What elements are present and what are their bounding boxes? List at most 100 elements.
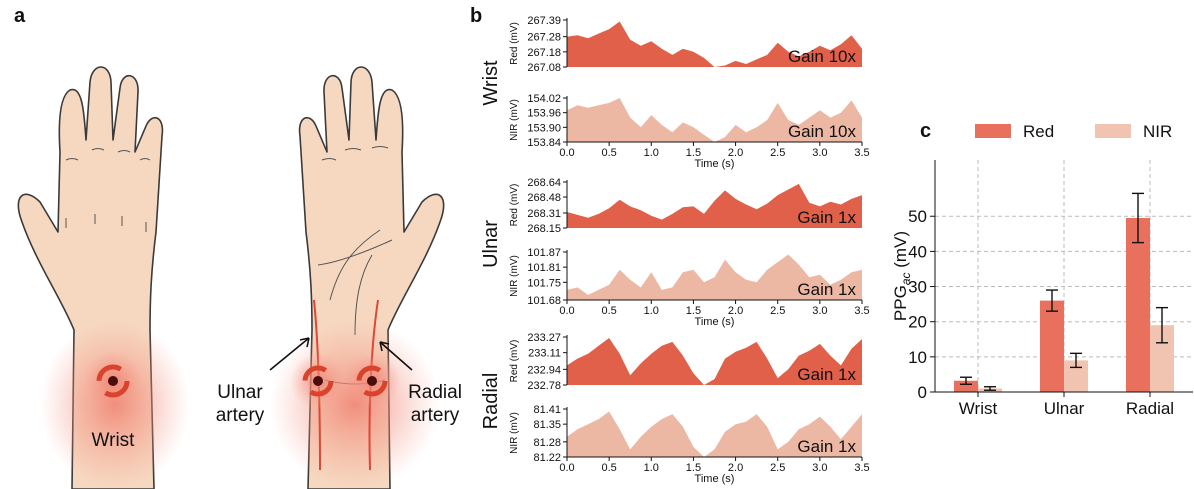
- x-tick-label: 0.0: [559, 462, 574, 474]
- arrow: [269, 337, 310, 371]
- row-label: Ulnar: [480, 220, 502, 268]
- y-tick-label: 20: [908, 313, 927, 332]
- y-tick-label: 10: [908, 348, 927, 367]
- y-tick-label: 81.22: [533, 452, 561, 464]
- sensor: [356, 365, 388, 397]
- right-hand: Ulnar artery Radial artery: [216, 66, 462, 489]
- x-tick-label: 3.0: [812, 462, 827, 474]
- x-axis-label: Time (s): [695, 316, 735, 328]
- x-tick-label: 0.5: [601, 462, 616, 474]
- y-tick-label: 0: [918, 383, 927, 402]
- error-bar: [1132, 192, 1144, 244]
- panel-label: c: [920, 120, 931, 142]
- legend-swatch: [975, 124, 1011, 138]
- y-tick-label: 233.11: [528, 348, 561, 360]
- x-tick-label: 1.0: [644, 305, 659, 317]
- area: [567, 338, 862, 385]
- y-tick-label: 267.18: [527, 47, 561, 59]
- row-label: Wrist: [480, 60, 502, 106]
- area: [567, 98, 862, 142]
- error-bar: [1070, 352, 1082, 369]
- knuckle: [65, 148, 151, 232]
- y-axis-label: NIR (mV): [509, 255, 520, 297]
- y-tick-label: 268.48: [527, 192, 561, 204]
- legend-label: NIR: [1143, 122, 1172, 141]
- x-tick-label: 2.0: [728, 147, 743, 159]
- row-label: Radial: [480, 373, 502, 430]
- sensor-dot: [313, 376, 323, 386]
- x-tick-label: 0.5: [601, 305, 616, 317]
- legend-label: Red: [1023, 122, 1054, 141]
- y-axis-label-main: PPG: [891, 285, 910, 321]
- error-bar: [984, 386, 996, 391]
- error-bar: [1046, 289, 1058, 312]
- ulnar-label: artery: [216, 405, 265, 426]
- y-tick-label: 268.31: [527, 208, 561, 220]
- x-tick-label: 2.0: [728, 305, 743, 317]
- y-tick-label: 40: [908, 242, 927, 261]
- y-axis-label: Red (mV): [509, 22, 520, 65]
- x-tick-label: 2.5: [770, 147, 785, 159]
- x-tick-label: 0.0: [559, 305, 574, 317]
- y-tick-label: 81.41: [533, 404, 561, 416]
- bar: [954, 380, 978, 392]
- y-axis-label: NIR (mV): [509, 99, 520, 141]
- y-tick-label: 153.84: [527, 137, 561, 149]
- y-axis-label: Red (mV): [509, 340, 520, 383]
- x-tick-label: 1.5: [686, 305, 701, 317]
- x-tick-label: Radial: [1126, 399, 1174, 418]
- y-axis-label-sub: ac: [899, 272, 913, 285]
- bar: [1040, 300, 1064, 392]
- ulnar-label: Ulnar: [217, 382, 263, 403]
- y-tick-label: 101.75: [527, 277, 561, 289]
- y-tick-label: 268.15: [527, 223, 561, 235]
- panel-label: b: [470, 5, 482, 27]
- y-tick-label: 154.02: [527, 93, 561, 105]
- y-tick-label: 232.78: [527, 380, 561, 392]
- y-axis-label: NIR (mV): [509, 412, 520, 454]
- y-tick-label: 267.08: [527, 62, 561, 74]
- annotation: Gain 1x: [797, 208, 856, 227]
- x-tick-label: 3.0: [812, 147, 827, 159]
- sensor: [302, 365, 334, 397]
- x-tick-label: 1.0: [644, 147, 659, 159]
- sensor: [96, 364, 130, 398]
- wrist-label: Wrist: [92, 430, 136, 451]
- radial-label: Radial: [408, 382, 462, 403]
- x-tick-label: 2.0: [728, 462, 743, 474]
- y-axis-label: Red (mV): [509, 184, 520, 227]
- arrow: [379, 341, 413, 371]
- y-tick-label: 267.39: [527, 15, 561, 27]
- y-tick-label: 153.96: [527, 108, 561, 120]
- x-tick-label: Wrist: [959, 399, 998, 418]
- area: [567, 21, 862, 67]
- x-tick-label: 1.5: [686, 462, 701, 474]
- area: [567, 183, 862, 228]
- y-tick-label: 81.35: [533, 419, 561, 431]
- y-tick-label: 30: [908, 278, 927, 297]
- y-axis-label-unit: (mV): [891, 231, 910, 273]
- sensor-dot: [367, 376, 377, 386]
- y-tick-label: 81.28: [533, 437, 561, 449]
- area: [567, 254, 862, 300]
- legend-swatch: [1095, 124, 1131, 138]
- x-tick-label: 3.5: [854, 462, 869, 474]
- bar: [1126, 218, 1150, 392]
- x-tick-label: 2.5: [770, 305, 785, 317]
- y-tick-label: 101.68: [527, 295, 561, 307]
- annotation: Gain 1x: [797, 280, 856, 299]
- x-tick-label: 0.5: [601, 147, 616, 159]
- area: [567, 411, 862, 457]
- y-tick-label: 267.28: [527, 32, 561, 44]
- x-tick-label: 3.5: [854, 305, 869, 317]
- x-tick-label: Ulnar: [1044, 399, 1085, 418]
- x-tick-label: 2.5: [770, 462, 785, 474]
- y-tick-label: 268.64: [527, 177, 561, 189]
- illustration: a Wrist Ulnar artery Radial: [14, 5, 462, 489]
- annotation: Gain 1x: [797, 365, 856, 384]
- x-tick-label: 3.5: [854, 147, 869, 159]
- x-tick-label: 1.5: [686, 147, 701, 159]
- annotation: Gain 10x: [788, 122, 857, 141]
- radial-label: artery: [411, 405, 460, 426]
- x-tick-label: 0.0: [559, 147, 574, 159]
